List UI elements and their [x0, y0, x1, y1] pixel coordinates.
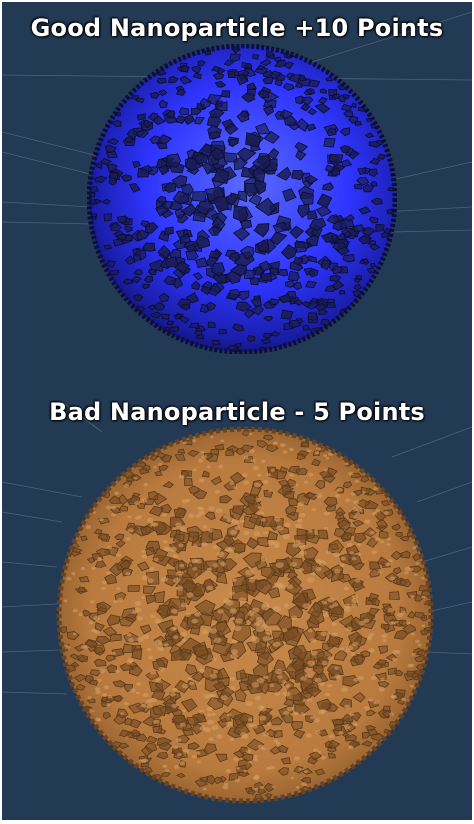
good-nanoparticle-label: Good Nanoparticle +10 Points — [2, 14, 472, 42]
good-nanoparticle[interactable] — [87, 44, 397, 354]
bad-nanoparticle-label: Bad Nanoparticle - 5 Points — [2, 398, 472, 426]
bad-nanoparticle[interactable] — [56, 426, 434, 804]
